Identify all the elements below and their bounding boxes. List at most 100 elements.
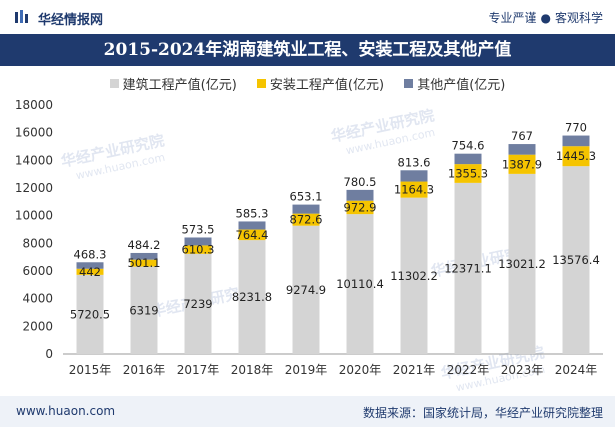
brand-name: 华经情报网 (38, 13, 104, 28)
legend-swatch-installation (256, 79, 266, 88)
y-tick-label-7: 14000 (15, 153, 53, 167)
data-label-construction-2: 7239 (183, 297, 212, 311)
bar-construction-8 (508, 173, 536, 354)
bar-installation-8 (508, 154, 536, 174)
slogan-dot-icon: ● (540, 11, 551, 25)
y-tick-label-1: 2000 (22, 319, 53, 333)
y-tick-label-3: 6000 (22, 264, 53, 278)
data-label-other-4: 653.1 (290, 190, 323, 204)
data-label-construction-0: 5720.5 (70, 307, 110, 321)
data-label-installation-5: 972.9 (344, 200, 377, 214)
data-label-other-7: 754.6 (452, 139, 485, 153)
data-label-construction-3: 8231.8 (232, 290, 272, 304)
bar-construction-3 (238, 240, 266, 354)
x-tick-label-3: 2018年 (231, 363, 274, 377)
y-tick-label-4: 8000 (22, 236, 53, 250)
data-label-other-0: 468.3 (74, 247, 107, 261)
bar-construction-1 (130, 266, 158, 354)
data-label-installation-4: 872.6 (290, 213, 323, 227)
bar-installation-7 (454, 164, 482, 183)
data-label-installation-3: 764.4 (236, 228, 269, 242)
data-label-installation-8: 1387.9 (502, 157, 542, 171)
bar-construction-5 (346, 214, 374, 354)
bar-installation-4 (292, 213, 320, 226)
x-tick-label-9: 2024年 (555, 363, 598, 377)
bar-construction-7 (454, 182, 482, 354)
y-tick-label-6: 12000 (15, 181, 53, 195)
data-label-other-8: 767 (511, 129, 533, 143)
stacked-bar-chart: 0 2000 4000 6000 8000 10000 12000 14000 16000 180… (15, 98, 603, 377)
slogan-right: 客观科学 (554, 11, 603, 25)
bar-construction-0 (76, 274, 104, 354)
chart-title: 2015-2024年湖南建筑业工程、安装工程及其他产值 (103, 40, 512, 60)
y-tick-label-8: 16000 (15, 126, 53, 140)
x-tick-label-5: 2020年 (339, 363, 382, 377)
huajing-logo-icon (15, 10, 28, 23)
data-label-installation-7: 1355.3 (448, 166, 488, 180)
x-tick-label-7: 2022年 (447, 363, 490, 377)
legend-label-construction: 建筑工程产值(亿元) (122, 78, 237, 93)
top-bar: 华经情报网 专业严谨 ● 客观科学 (0, 0, 615, 34)
legend-item-installation: 安装工程产值(亿元) (256, 74, 385, 93)
slogan-left: 专业严谨 (488, 11, 537, 25)
data-label-other-6: 813.6 (398, 155, 431, 169)
legend-item-other: 其他产值(亿元) (404, 74, 505, 93)
y-tick-label-0: 0 (45, 347, 53, 361)
x-tick-label-0: 2015年 (69, 363, 112, 377)
bar-installation-0 (76, 268, 104, 275)
x-tick-label-6: 2021年 (393, 363, 436, 377)
legend-swatch-construction (109, 79, 119, 88)
bar-other-3 (238, 221, 266, 230)
footer-source: 数据来源：国家统计局，华经产业研究院整理 (362, 406, 603, 420)
footer-website: www.huaon.com (16, 404, 116, 418)
data-label-construction-9: 13576.4 (552, 253, 600, 267)
x-tick-label-8: 2023年 (501, 363, 544, 377)
y-tick-label-2: 4000 (22, 292, 53, 306)
data-label-other-3: 585.3 (236, 206, 269, 220)
data-label-installation-6: 1164.3 (394, 183, 434, 197)
data-label-construction-8: 13021.2 (498, 257, 546, 271)
y-tick-label-9: 18000 (15, 98, 53, 112)
x-tick-label-2: 2017年 (177, 363, 220, 377)
data-label-other-1: 484.2 (128, 238, 161, 252)
data-label-other-5: 780.5 (344, 175, 377, 189)
title-bar: 2015-2024年湖南建筑业工程、安装工程及其他产值 (0, 34, 615, 66)
legend-item-construction: 建筑工程产值(亿元) (109, 74, 237, 93)
slogan: 专业严谨 ● 客观科学 (488, 9, 603, 26)
legend-label-other: 其他产值(亿元) (417, 78, 506, 93)
data-label-installation-1: 501.1 (128, 256, 161, 270)
data-label-installation-2: 610.3 (182, 243, 215, 257)
bar-installation-5 (346, 200, 374, 215)
bar-other-7 (454, 153, 482, 165)
data-label-construction-4: 9274.9 (286, 283, 326, 297)
data-label-installation-9: 1445.3 (556, 149, 596, 163)
x-tick-label-4: 2019年 (285, 363, 328, 377)
bar-installation-1 (130, 259, 158, 267)
x-tick-label-1: 2016年 (123, 363, 166, 377)
data-label-construction-6: 11302.2 (390, 269, 438, 283)
bar-construction-9 (562, 166, 590, 354)
data-label-installation-0: 442 (79, 265, 101, 279)
footer: www.huaon.com 数据来源：国家统计局，华经产业研究院整理 (0, 396, 615, 427)
bar-other-8 (508, 144, 536, 155)
data-label-other-9: 770 (565, 121, 587, 135)
bar-installation-3 (238, 229, 266, 241)
bar-installation-2 (184, 245, 212, 254)
bar-construction-6 (400, 197, 428, 354)
data-label-construction-7: 12371.1 (444, 261, 492, 275)
y-tick-label-5: 10000 (15, 209, 53, 223)
bar-other-1 (130, 252, 158, 260)
bar-installation-6 (400, 181, 428, 198)
bar-other-5 (346, 189, 374, 201)
bar-construction-2 (184, 253, 212, 354)
data-label-construction-5: 10110.4 (336, 277, 384, 291)
bar-installation-9 (562, 146, 590, 167)
data-label-construction-1: 6319 (129, 303, 158, 317)
bar-other-9 (562, 135, 590, 147)
chart-legend: 建筑工程产值(亿元) 安装工程产值(亿元) 其他产值(亿元) (0, 74, 615, 94)
legend-label-installation: 安装工程产值(亿元) (269, 78, 385, 93)
bar-other-6 (400, 170, 428, 182)
bar-other-2 (184, 237, 212, 246)
bar-construction-4 (292, 225, 320, 354)
data-label-other-2: 573.5 (182, 222, 215, 236)
